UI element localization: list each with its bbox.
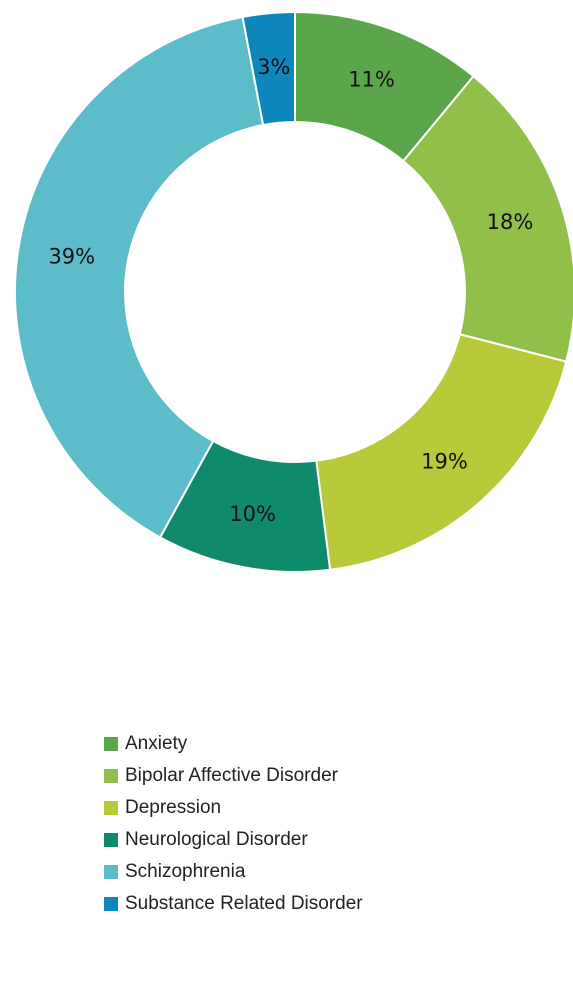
donut-chart: 11% 18% 19% 10% 39% 3% xyxy=(14,10,573,573)
legend-label: Anxiety xyxy=(125,733,188,754)
slice-label-bipolar-affective-disorder: 18% xyxy=(487,210,534,234)
slice-label-schizophrenia: 39% xyxy=(48,245,95,269)
legend-item-bipolar-affective-disorder: Bipolar Affective Disorder xyxy=(104,760,363,792)
slice-label-neurological-disorder: 10% xyxy=(229,502,276,526)
slice-substance-related-disorder xyxy=(241,10,296,127)
legend-label: Neurological Disorder xyxy=(125,829,308,850)
legend-swatch xyxy=(104,865,118,879)
slice-schizophrenia xyxy=(14,15,265,539)
legend-swatch xyxy=(104,801,118,815)
legend-item-neurological-disorder: Neurological Disorder xyxy=(104,824,363,856)
slice-depression xyxy=(315,333,568,571)
legend-label: Substance Related Disorder xyxy=(125,893,363,914)
legend-item-schizophrenia: Schizophrenia xyxy=(104,856,363,888)
chart-legend: Anxiety Bipolar Affective Disorder Depre… xyxy=(104,728,363,920)
slice-label-depression: 19% xyxy=(421,450,468,474)
legend-swatch xyxy=(104,897,118,911)
donut-labels: 11% 18% 19% 10% 39% 3% xyxy=(48,55,533,526)
legend-label: Depression xyxy=(125,797,222,818)
legend-label: Schizophrenia xyxy=(125,861,246,882)
slice-label-substance-related-disorder: 3% xyxy=(257,55,290,79)
legend-item-substance-related-disorder: Substance Related Disorder xyxy=(104,888,363,920)
legend-item-anxiety: Anxiety xyxy=(104,728,363,760)
donut-slices xyxy=(14,10,573,573)
legend-swatch xyxy=(104,769,118,783)
legend-swatch xyxy=(104,833,118,847)
legend-swatch xyxy=(104,737,118,751)
legend-item-depression: Depression xyxy=(104,792,363,824)
slice-label-anxiety: 11% xyxy=(348,67,395,91)
legend-label: Bipolar Affective Disorder xyxy=(125,765,338,786)
slice-bipolar-affective-disorder xyxy=(401,74,573,363)
